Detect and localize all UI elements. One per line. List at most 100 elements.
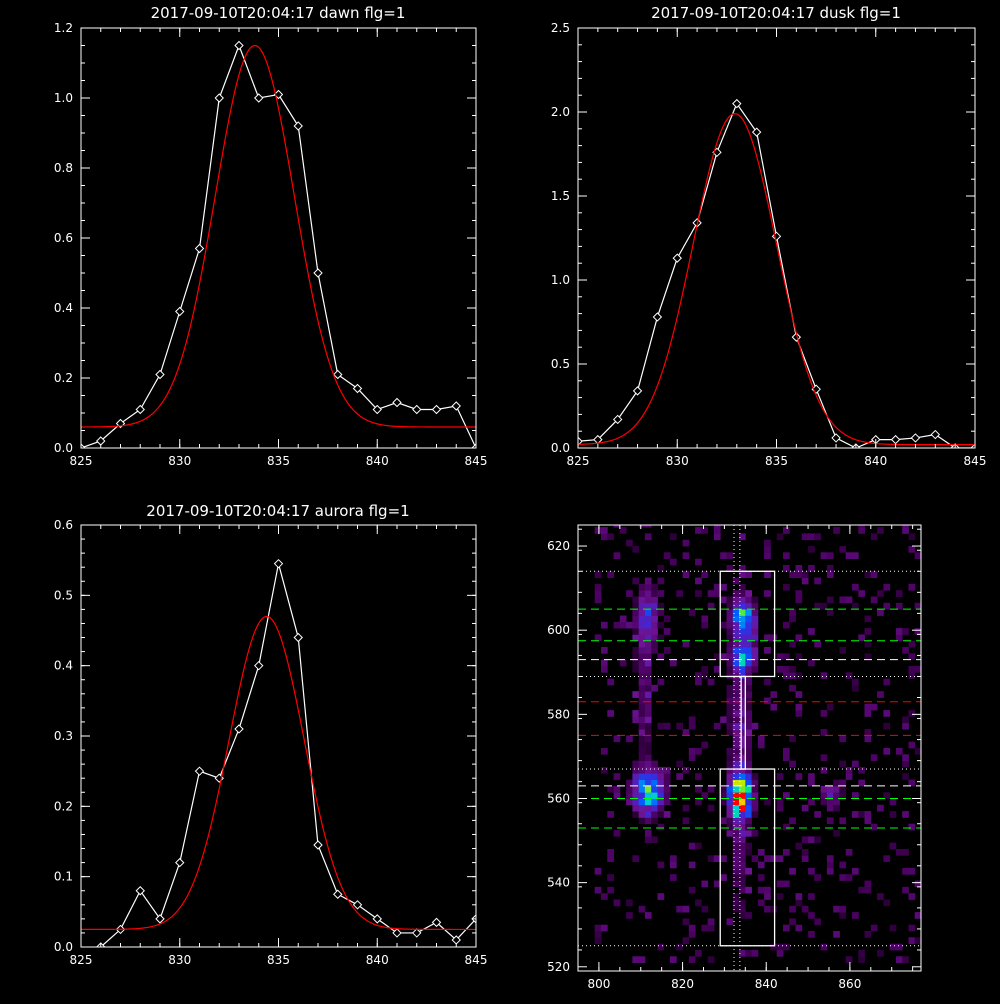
heatmap-cell <box>845 596 853 604</box>
heatmap-cell <box>751 785 759 793</box>
heatmap-cell <box>745 779 752 787</box>
heatmap-cell <box>808 659 815 667</box>
heatmap-cell <box>732 842 740 850</box>
heatmap-cell <box>726 760 734 768</box>
heatmap-cell <box>601 621 608 629</box>
heatmap-cell <box>739 615 746 623</box>
heatmap-cell <box>726 684 734 692</box>
heatmap-cell <box>732 628 740 635</box>
heatmap-cell <box>826 596 834 604</box>
heatmap-cell <box>858 525 865 528</box>
heatmap-cell <box>814 602 821 610</box>
heatmap-cell <box>789 609 796 616</box>
heatmap-cell <box>663 773 671 780</box>
heatmap-cell <box>751 950 759 957</box>
heatmap-cell <box>845 956 853 963</box>
heatmap-cell <box>644 577 652 585</box>
heatmap-cell <box>889 924 897 932</box>
heatmap-cell <box>644 830 652 837</box>
heatmap-cell <box>632 653 640 660</box>
heatmap-cell <box>908 937 916 944</box>
heatmap-cell <box>751 634 759 642</box>
heatmap-y-tick-label: 620 <box>547 539 570 553</box>
heatmap-cell <box>739 804 746 812</box>
heatmap-cell <box>795 899 803 907</box>
heatmap-cell <box>663 785 671 793</box>
heatmap-cell <box>651 836 658 844</box>
heatmap-cell <box>764 647 771 654</box>
heatmap-cell <box>732 899 740 907</box>
heatmap-cell <box>751 811 759 818</box>
dawn-data-point <box>372 404 382 415</box>
heatmap-cell <box>682 766 690 774</box>
heatmap-cell <box>739 773 746 780</box>
heatmap-cell <box>657 861 665 869</box>
heatmap-cell <box>732 830 740 837</box>
heatmap-cell <box>745 590 752 597</box>
heatmap-cell <box>644 697 652 705</box>
heatmap-cell <box>651 583 658 591</box>
heatmap-cell <box>839 647 847 654</box>
dawn-data-point <box>81 443 86 448</box>
heatmap-cell <box>870 924 878 932</box>
heatmap-cell <box>726 823 734 831</box>
heatmap-cell <box>776 804 784 812</box>
heatmap-cell <box>651 640 658 648</box>
heatmap-cell <box>808 533 815 541</box>
aurora-data-point <box>412 928 422 938</box>
heatmap-cell <box>695 773 702 780</box>
heatmap-cell <box>607 849 614 856</box>
heatmap-cell <box>644 804 652 812</box>
heatmap-cell <box>745 760 752 768</box>
heatmap-cell <box>895 628 903 635</box>
heatmap-cell <box>601 666 608 673</box>
heatmap-cell <box>895 634 903 642</box>
heatmap-cell <box>895 748 903 755</box>
heatmap-cell <box>789 905 796 913</box>
heatmap-cell <box>626 785 633 793</box>
dawn-x-tick-label: 840 <box>366 454 389 468</box>
heatmap-cell <box>789 867 796 875</box>
heatmap-cell <box>883 583 891 591</box>
heatmap-cell <box>739 634 746 642</box>
heatmap-cell <box>632 785 640 793</box>
heatmap-cell <box>644 754 652 761</box>
heatmap-cell <box>745 886 752 894</box>
heatmap-cell <box>682 905 690 913</box>
heatmap-cell <box>808 836 815 844</box>
heatmap-cell <box>726 647 734 654</box>
heatmap-cell <box>726 596 734 604</box>
aurora-panel-title: 2017-09-10T20:04:17 aurora flg=1 <box>146 502 409 520</box>
heatmap-cell <box>644 678 652 686</box>
heatmap-cell <box>739 867 746 875</box>
dusk-data-point <box>910 433 921 443</box>
heatmap-cell <box>688 886 696 894</box>
heatmap-cell <box>638 609 646 616</box>
heatmap-cell <box>670 956 677 963</box>
heatmap-cell <box>732 703 740 711</box>
heatmap-cell <box>908 823 916 831</box>
aurora-data-point <box>155 914 165 924</box>
heatmap-cell <box>739 836 746 844</box>
heatmap-cell <box>751 647 759 654</box>
heatmap-cell <box>632 779 640 787</box>
heatmap-cell <box>826 571 834 578</box>
heatmap-cell <box>638 741 646 749</box>
heatmap-cell <box>902 628 909 635</box>
heatmap-cell <box>751 659 759 667</box>
dawn-data-point <box>194 243 205 254</box>
heatmap-cell <box>695 785 702 793</box>
heatmap-cell <box>732 760 740 768</box>
heatmap-cell <box>732 722 740 730</box>
heatmap-cell <box>852 912 859 919</box>
heatmap-cell <box>833 798 840 806</box>
heatmap-cell <box>908 653 916 660</box>
heatmap-cell <box>839 546 847 553</box>
heatmap-cell <box>745 678 752 686</box>
heatmap-cell <box>732 577 740 585</box>
heatmap-cell <box>801 836 809 844</box>
heatmap-cell <box>826 798 834 806</box>
heatmap-cell <box>720 817 727 825</box>
heatmap-cell <box>739 842 746 850</box>
heatmap-cell <box>638 621 646 629</box>
